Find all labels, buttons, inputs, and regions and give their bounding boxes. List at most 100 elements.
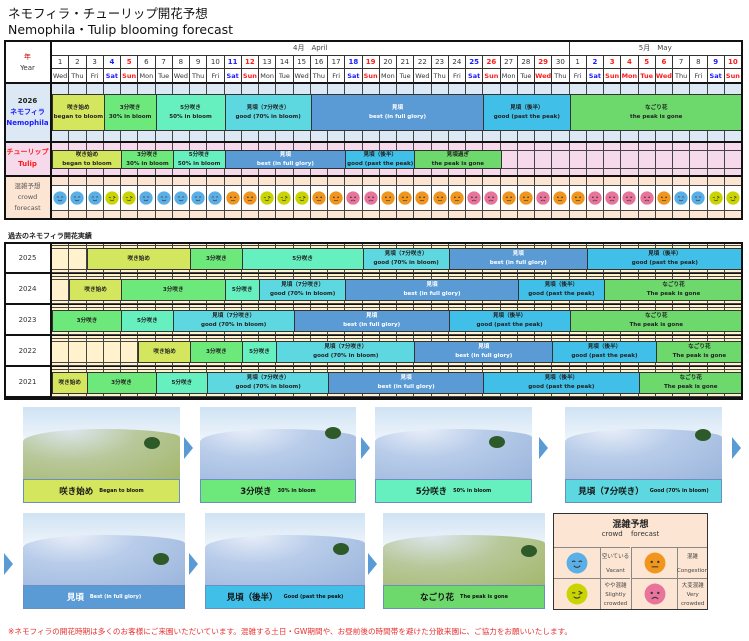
band-label-ja: 3分咲き xyxy=(162,286,184,293)
crowd-slightly-icon xyxy=(707,186,725,210)
history-year: 2021 xyxy=(5,367,52,398)
grid-line xyxy=(52,369,742,370)
band-label-ja: 5分咲き xyxy=(180,104,201,111)
band-label-en: began to bloom xyxy=(53,113,104,120)
caption-ja: なごり花 xyxy=(420,593,455,603)
caption-en: Good (70% in bloom) xyxy=(649,488,709,494)
legend-title-ja: 混雑予想 xyxy=(612,520,649,530)
history-day-cell xyxy=(52,243,70,274)
weekday-cell: Sat xyxy=(586,69,604,84)
date-cell: 27 xyxy=(500,56,518,69)
band-label-ja: 見頃 xyxy=(512,251,524,258)
caption-ja: 3分咲き xyxy=(240,487,272,497)
crowd-vacant-icon xyxy=(69,186,87,210)
band-label-ja: 3分咲き xyxy=(119,104,141,111)
crowd-label-ja: 混雑予想 xyxy=(14,181,41,190)
nemophila-band-began: 咲き始め began to bloom xyxy=(52,94,105,131)
date-cell: 3 xyxy=(604,56,622,69)
band-label-en: good (past the peak) xyxy=(631,260,698,266)
history-band-p30: 3分咲き xyxy=(86,372,157,394)
date-cell: 24 xyxy=(448,56,466,69)
history-band-best: 見頃 best (in full glory) xyxy=(448,248,588,270)
nemophila-name-en: Nemophila xyxy=(6,119,49,128)
crowd-slightly-icon xyxy=(121,186,139,210)
date-cell: 22 xyxy=(414,56,432,69)
caption-en: The peak is gone xyxy=(460,594,508,600)
row-divider xyxy=(52,397,742,399)
tree-icon xyxy=(695,428,712,441)
date-cell: 30 xyxy=(552,56,570,69)
legend-item-slightly: やや混雑 Slightly crowded xyxy=(554,578,630,609)
history-band-p30: 3分咲き xyxy=(190,341,243,363)
crowd-slightly-icon xyxy=(276,186,294,210)
band-label-ja: なごり花 xyxy=(688,344,711,351)
crowd-congestion-icon xyxy=(379,186,397,210)
history-band-good70: 見頃（7分咲き） good (70% in bloom) xyxy=(207,372,329,394)
weekday-cell: Sun xyxy=(362,69,380,84)
legend-text: 混雑 Congestion xyxy=(677,548,708,578)
tulip-band-began: 咲き始め began to bloom xyxy=(52,150,122,169)
crowd-congestion-icon xyxy=(241,186,259,210)
band-label-en: good (past the peak) xyxy=(493,113,560,120)
band-label-en: best (in full glory) xyxy=(343,322,401,328)
crowd-label-en1: crowd xyxy=(17,192,38,201)
history-band-p50: 5分咲き xyxy=(241,341,278,363)
tulip-day-cell xyxy=(552,143,570,176)
weekday-cell: Mon xyxy=(379,69,397,84)
grid-line xyxy=(52,307,742,308)
history-year: 2023 xyxy=(5,305,52,336)
history-band-gone: なごり花 The peak is gone xyxy=(638,372,743,394)
caption-en: 30% in bloom xyxy=(277,488,316,494)
band-label-ja: 5分咲き xyxy=(171,379,193,386)
crowd-slightly-icon xyxy=(293,186,311,210)
legend-title-en2: forecast xyxy=(630,530,660,538)
photo-caption: 咲き始め Began to bloom xyxy=(23,479,180,503)
history-day-cell xyxy=(86,336,104,367)
crowd-congestion-icon xyxy=(431,186,449,210)
date-cell: 10 xyxy=(724,56,742,69)
caption-en: Good (past the peak) xyxy=(283,594,344,600)
bloom-photo-p30[interactable] xyxy=(200,407,356,479)
band-label-ja: 咲き始め xyxy=(127,255,150,262)
bloom-photo-best[interactable] xyxy=(23,513,185,585)
weekday-cell: Sat xyxy=(224,69,242,84)
band-label-ja: 3分咲き xyxy=(137,151,158,158)
band-label-ja: 見頃（後半） xyxy=(544,282,579,289)
band-label-ja: 5分咲き xyxy=(249,348,270,355)
bloom-photo-p50[interactable] xyxy=(375,407,532,479)
band-label-en: good (past the peak) xyxy=(347,160,414,167)
bloom-photo-began[interactable] xyxy=(23,407,180,479)
crowd-congestion-icon xyxy=(310,186,328,210)
history-band-best: 見頃 best (in full glory) xyxy=(328,372,485,394)
row-divider xyxy=(52,335,742,337)
bloom-photo-past[interactable] xyxy=(205,513,365,585)
crowd-very-icon xyxy=(632,579,677,609)
band-label-en: 50% in bloom xyxy=(169,113,212,120)
weekday-cell: Tue xyxy=(276,69,294,84)
crowd-very-icon xyxy=(586,186,604,210)
legend-en1: Vacant xyxy=(606,568,625,574)
bloom-photo-gone[interactable] xyxy=(383,513,545,585)
history-band-began: 咲き始め xyxy=(52,372,88,394)
crowd-vacant-icon xyxy=(172,186,190,210)
date-cell: 21 xyxy=(397,56,415,69)
year-header-en: Year xyxy=(20,63,35,72)
crowd-congestion-icon xyxy=(224,186,242,210)
legend-item-very: 大変混雑 Very crowded xyxy=(631,578,707,609)
history-year: 2022 xyxy=(5,336,52,367)
legend-text: 大変混雑 Very crowded xyxy=(677,579,707,609)
bloom-photo-good70[interactable] xyxy=(565,407,722,479)
date-cell: 6 xyxy=(655,56,673,69)
tree-icon xyxy=(143,437,160,450)
band-label-ja: 咲き始め xyxy=(84,286,107,293)
year-header-ja: 年 xyxy=(24,52,31,61)
weekday-cell: Fri xyxy=(328,69,346,84)
history-band-good70: 見頃（7分咲き） good (70% in bloom) xyxy=(362,248,450,270)
tulip-name-en: Tulip xyxy=(18,160,37,168)
footer-note: ※ネモフィラの開花時期は多くのお客様にご来園いただいています。混雑する土日・GW… xyxy=(8,627,572,636)
month-header: 4月 April xyxy=(52,41,570,56)
history-band-began: 咲き始め xyxy=(86,248,191,270)
band-label-en: the peak is gone xyxy=(431,160,485,167)
caption-en: Began to bloom xyxy=(99,488,144,494)
legend-en1: Slightly xyxy=(605,591,626,598)
